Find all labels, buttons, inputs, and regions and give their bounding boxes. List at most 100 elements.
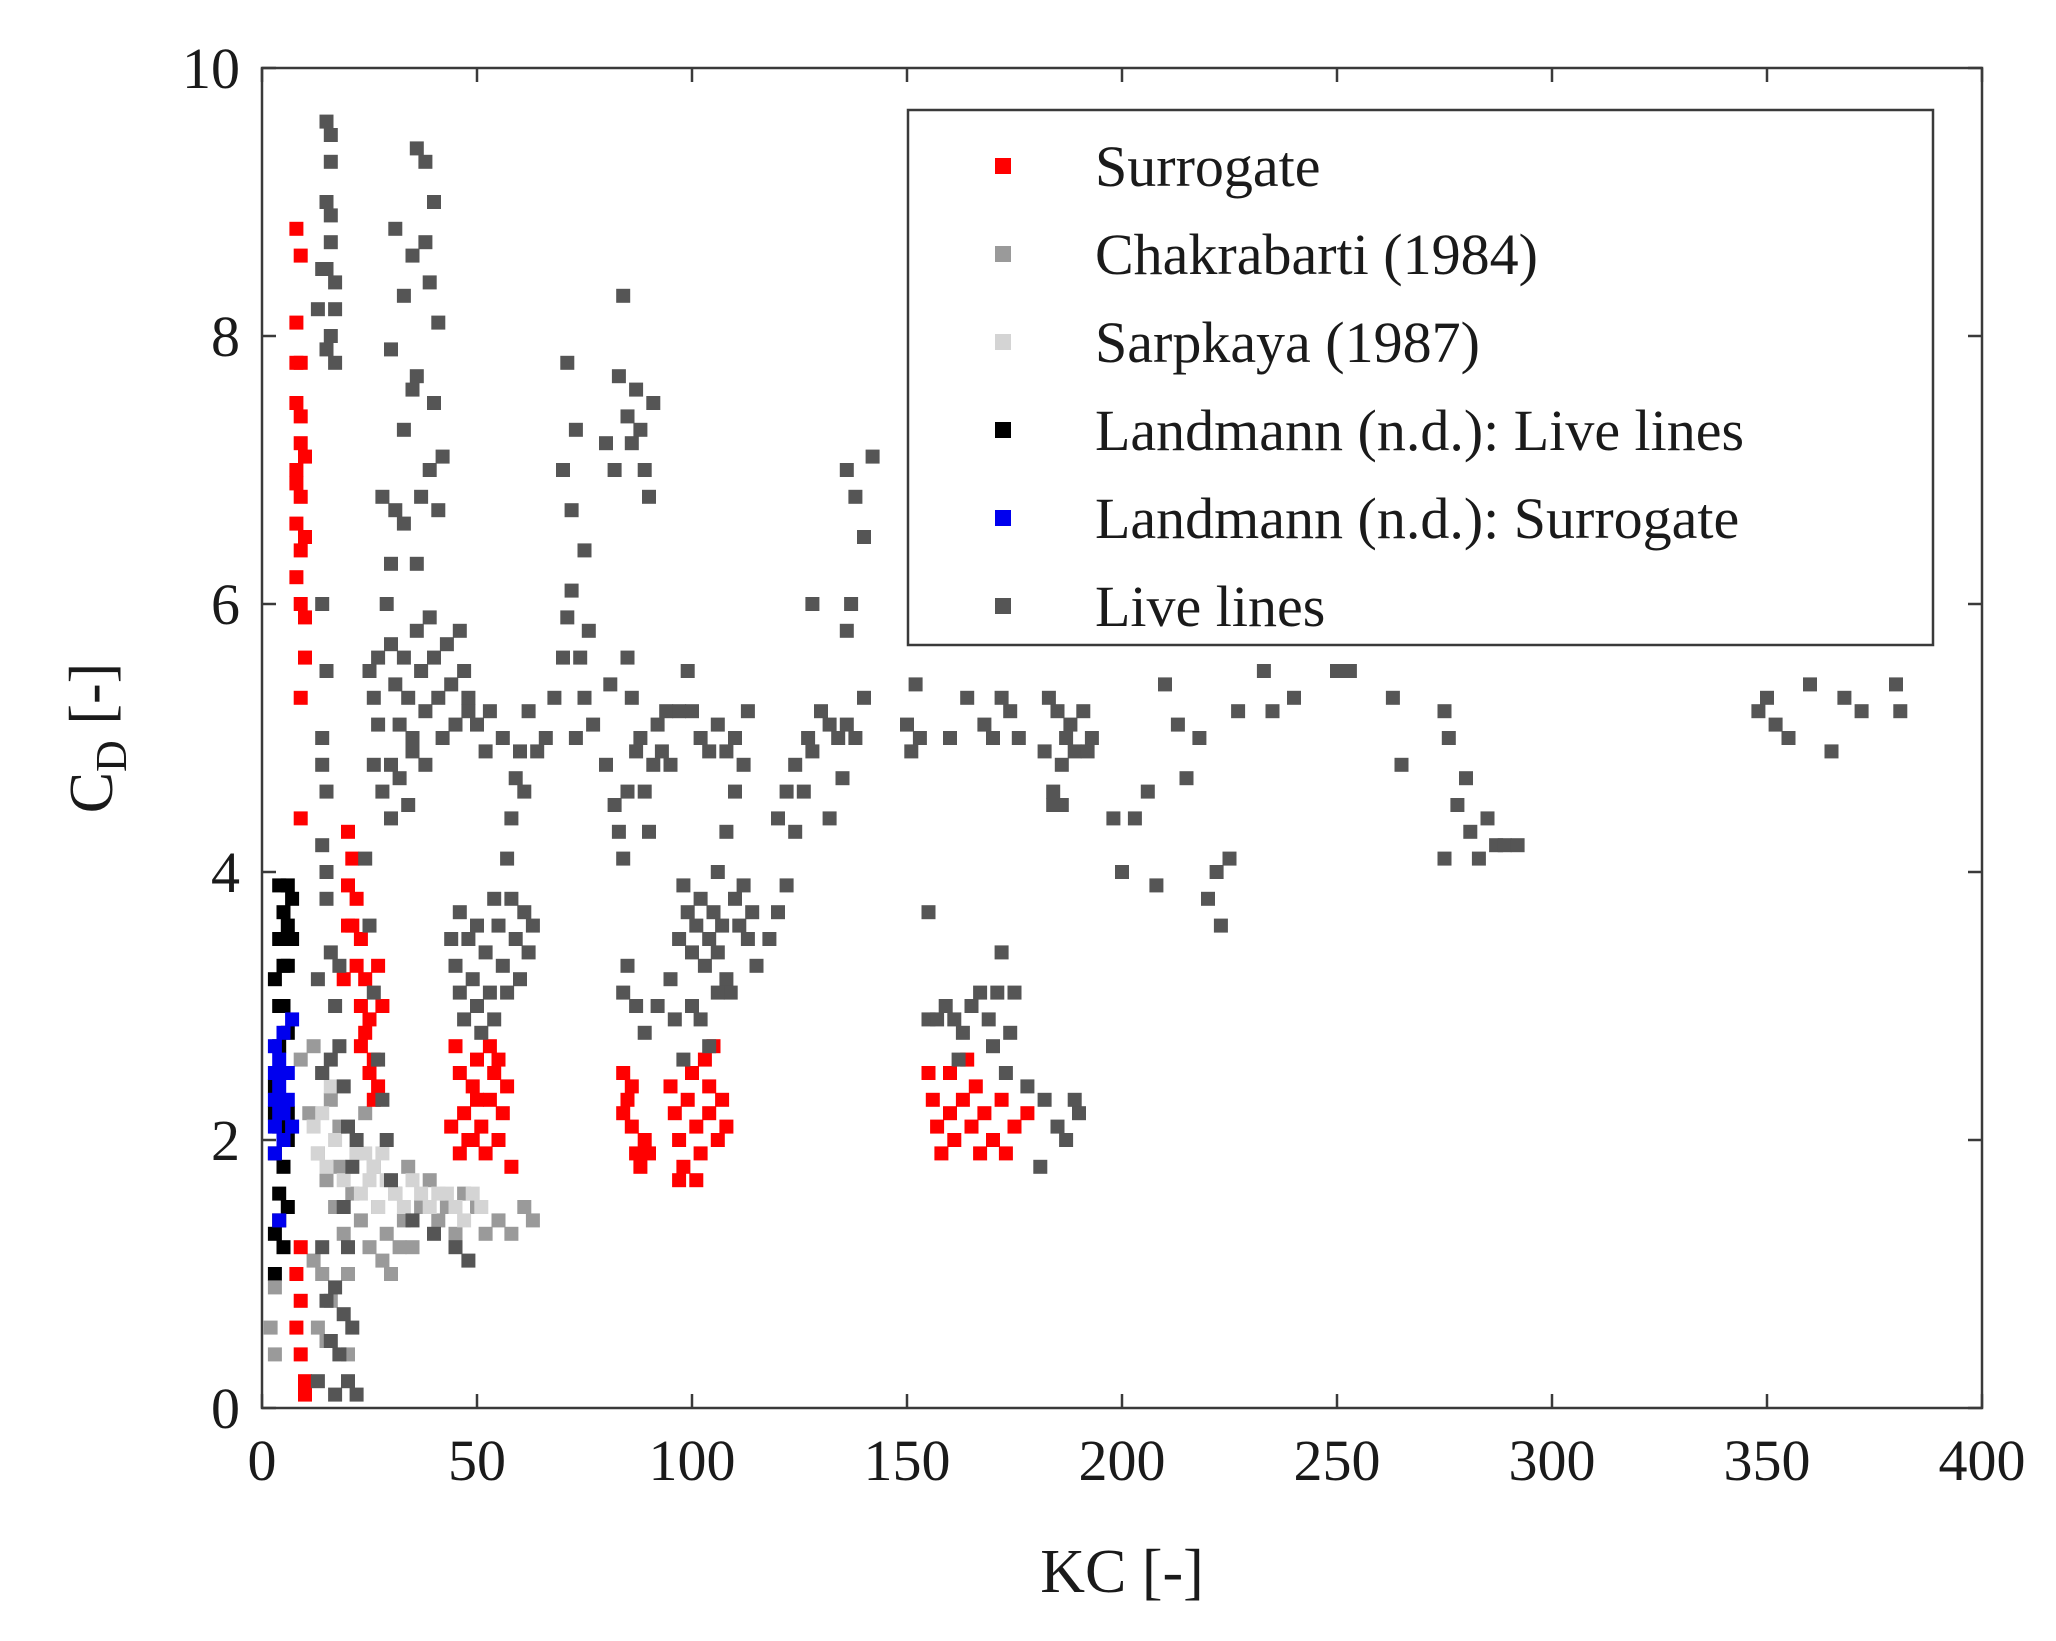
data-point — [599, 436, 613, 451]
data-point — [607, 463, 622, 477]
data-point — [788, 824, 803, 839]
data-point — [323, 1052, 338, 1067]
data-point — [1256, 664, 1271, 678]
data-point — [822, 811, 837, 826]
data-point — [349, 958, 364, 973]
data-point — [362, 1066, 377, 1080]
data-point — [285, 932, 300, 946]
data-point — [719, 744, 734, 759]
data-point — [319, 664, 334, 678]
data-point — [276, 905, 291, 920]
data-point — [267, 1347, 282, 1362]
data-point — [616, 851, 631, 866]
data-point — [814, 704, 828, 719]
data-point — [1510, 838, 1525, 853]
data-point — [384, 1173, 398, 1188]
data-point — [384, 556, 398, 571]
data-point — [960, 690, 975, 705]
data-point — [457, 1213, 472, 1228]
data-point — [1824, 744, 1839, 759]
legend: Surrogate Chakrabarti (1984) Sarpkaya (198… — [906, 108, 1935, 647]
data-point — [332, 1039, 347, 1054]
data-point — [736, 878, 751, 893]
data-point — [706, 905, 721, 920]
data-point — [1781, 731, 1796, 745]
data-point — [341, 1267, 355, 1281]
data-point — [341, 824, 355, 839]
data-point — [336, 1307, 351, 1322]
data-point — [452, 905, 467, 920]
data-point — [908, 677, 923, 692]
data-point — [388, 221, 403, 236]
data-point — [409, 141, 424, 156]
data-point — [530, 744, 545, 759]
data-point — [448, 717, 463, 732]
x-tick-label: 50 — [448, 1428, 506, 1493]
data-point — [680, 1092, 695, 1107]
data-point — [732, 918, 747, 933]
data-point — [452, 985, 467, 1000]
data-point — [981, 1012, 996, 1027]
data-point — [384, 811, 398, 826]
data-point — [637, 1133, 652, 1147]
data-point — [560, 610, 575, 625]
data-point — [396, 516, 411, 531]
data-point — [835, 771, 850, 786]
data-point — [358, 1146, 373, 1161]
data-point — [504, 1226, 519, 1241]
data-point — [1760, 690, 1774, 705]
data-point — [1854, 704, 1869, 719]
data-point — [504, 811, 519, 826]
data-point — [328, 275, 343, 290]
data-point — [375, 784, 390, 799]
data-point — [362, 1012, 377, 1027]
data-point — [848, 731, 863, 745]
data-point — [947, 1012, 962, 1027]
data-point — [470, 717, 484, 732]
data-point — [848, 489, 863, 504]
data-point — [839, 463, 854, 477]
data-point — [422, 1173, 437, 1188]
data-point — [422, 610, 437, 625]
data-point — [977, 1106, 992, 1121]
data-point — [719, 1119, 734, 1134]
data-point — [293, 811, 308, 826]
data-point — [1020, 1106, 1035, 1121]
data-point — [358, 1106, 373, 1121]
data-point — [495, 958, 510, 973]
data-point — [444, 932, 459, 946]
data-point — [461, 1253, 476, 1268]
data-point — [371, 1052, 386, 1067]
data-point — [392, 717, 407, 732]
data-point — [715, 1092, 730, 1107]
data-point — [452, 623, 467, 638]
data-point — [495, 731, 510, 745]
data-point — [994, 945, 1009, 960]
data-point — [504, 891, 519, 906]
data-point — [293, 1052, 308, 1067]
data-point — [715, 918, 730, 933]
data-point — [1889, 677, 1903, 692]
series-4 — [289, 221, 1035, 1402]
data-point — [319, 1173, 334, 1188]
data-point — [689, 918, 704, 933]
x-tick-label: 150 — [864, 1428, 951, 1493]
data-point — [362, 918, 377, 933]
data-point — [332, 958, 347, 973]
data-point — [629, 1146, 644, 1161]
data-point — [1158, 677, 1172, 692]
data-point — [685, 704, 699, 719]
data-point — [388, 1186, 403, 1201]
data-point — [375, 1253, 390, 1268]
data-point — [392, 771, 407, 786]
data-point — [267, 1039, 282, 1054]
legend-label: Surrogate — [1095, 134, 1321, 199]
data-point — [646, 396, 661, 410]
data-point — [478, 1146, 493, 1161]
data-points — [263, 114, 1908, 1402]
data-point — [353, 1186, 368, 1201]
data-point — [672, 1173, 687, 1188]
data-point — [951, 1052, 966, 1067]
data-point — [685, 1066, 699, 1080]
data-point — [736, 757, 751, 772]
